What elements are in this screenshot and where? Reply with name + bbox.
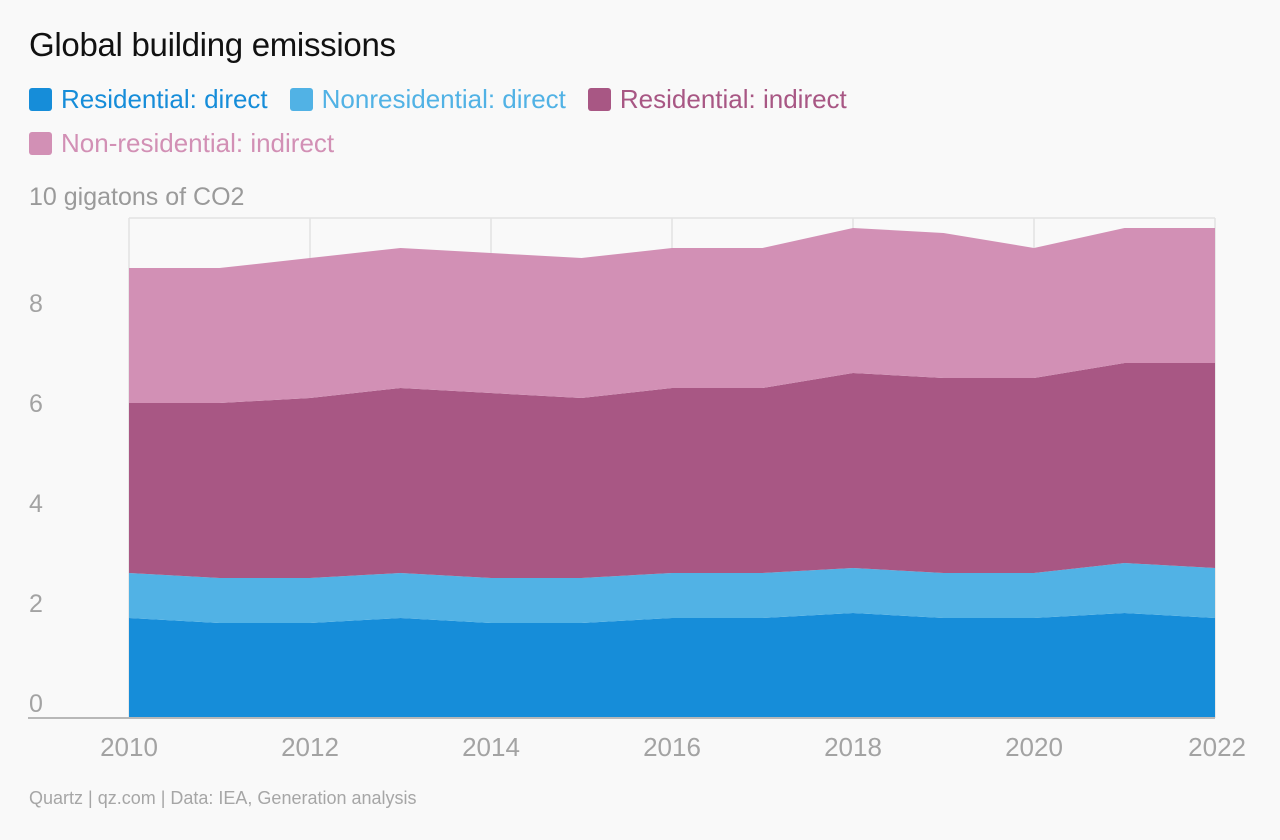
legend-swatch (29, 131, 52, 155)
x-tick-label: 2020 (1005, 732, 1063, 762)
y-tick-label: 8 (29, 290, 43, 318)
area-series-2 (129, 363, 1215, 578)
area-series-1 (129, 563, 1215, 623)
legend-label: Non-residential: indirect (61, 128, 335, 158)
legend-item-0: Residential: direct (29, 84, 268, 114)
legend: Residential: direct Nonresidential: direc… (29, 84, 1029, 158)
y-tick-label: 2 (29, 590, 43, 618)
chart-title: Global building emissions (29, 26, 396, 63)
legend-label: Nonresidential: direct (321, 84, 566, 114)
y-tick-label: 0 (29, 690, 43, 718)
x-tick-label: 2012 (281, 732, 339, 762)
legend-label: Residential: direct (61, 84, 268, 114)
area-series-3 (129, 228, 1215, 403)
area-series-0 (129, 613, 1215, 718)
legend-swatch (29, 87, 52, 111)
legend-item-2: Residential: indirect (587, 84, 847, 114)
y-axis-unit-label: 10 gigatons of CO2 (29, 183, 245, 211)
y-tick-label: 4 (29, 490, 43, 518)
x-tick-label: 2018 (824, 732, 882, 762)
x-tick-label: 2014 (462, 732, 520, 762)
y-tick-label: 6 (29, 390, 43, 418)
legend-swatch (587, 87, 611, 111)
x-tick-label: 2016 (643, 732, 701, 762)
legend-item-3: Non-residential: indirect (29, 128, 334, 158)
legend-swatch (289, 87, 313, 111)
legend-label: Residential: indirect (619, 84, 847, 114)
legend-item-1: Nonresidential: direct (289, 84, 566, 114)
x-tick-label: 2010 (100, 732, 158, 762)
x-tick-label: 2022 (1188, 732, 1246, 762)
source-footer: Quartz | qz.com | Data: IEA, Generation … (29, 788, 417, 808)
